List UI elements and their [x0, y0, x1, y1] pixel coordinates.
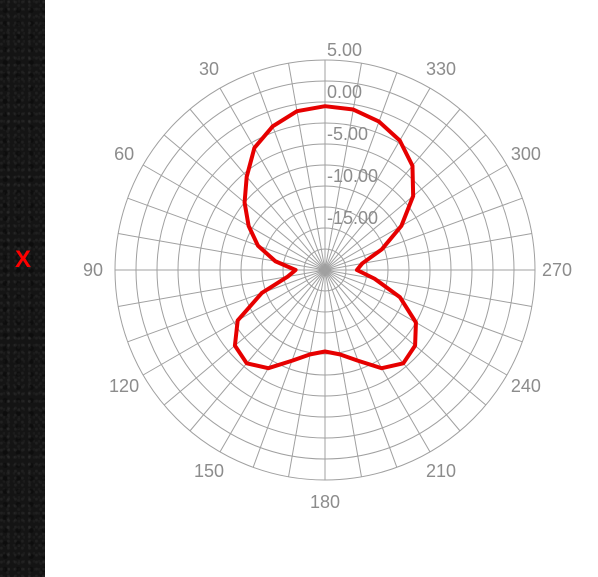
series-point [294, 269, 296, 271]
series-point [247, 225, 249, 227]
series-point [412, 195, 414, 197]
angle-tick-label: 150 [194, 461, 224, 481]
series-point [361, 262, 363, 264]
series-point [381, 367, 383, 369]
series-point [246, 176, 248, 178]
radial-tick-label: 5.00 [327, 40, 362, 60]
angle-tick-label: 60 [114, 144, 134, 164]
series-point [400, 225, 402, 227]
series-point [267, 367, 269, 369]
angle-tick-label: 330 [426, 59, 456, 79]
polar-plot-panel: 30 60 90 120 150 180 210 240 270 300 330 5.00 0.00 -… [45, 0, 598, 577]
angle-tick-label: 210 [426, 461, 456, 481]
series-point [274, 260, 276, 262]
series-point [356, 269, 358, 271]
series-point [287, 275, 289, 277]
series-point [309, 353, 311, 355]
radial-tick-label: -5.00 [327, 124, 368, 144]
radial-tick-label: -10.00 [327, 166, 378, 186]
series-point [378, 120, 380, 122]
angle-tick-label: 300 [511, 144, 541, 164]
angle-tick-label: 270 [542, 260, 572, 280]
series-point [324, 350, 326, 352]
series-point [352, 108, 354, 110]
series-point [415, 321, 417, 323]
x-axis-marker: X [6, 246, 40, 274]
series-point [237, 319, 239, 321]
series-point [296, 110, 298, 112]
series-point [339, 353, 341, 355]
series-point [402, 362, 404, 364]
series-point [399, 139, 401, 141]
angle-tick-label: 30 [199, 59, 219, 79]
radial-tick-label: 0.00 [327, 82, 362, 102]
series-point [243, 201, 245, 203]
polar-chart: 30 60 90 120 150 180 210 240 270 300 330 5.00 0.00 -… [45, 0, 598, 577]
series-point [253, 147, 255, 149]
polar-grid [115, 60, 535, 480]
series-point [272, 125, 274, 127]
series-point [291, 360, 293, 362]
angle-tick-label: 180 [310, 492, 340, 512]
series-point [373, 278, 375, 280]
series-point [411, 165, 413, 167]
series-point [324, 105, 326, 107]
series-point [414, 344, 416, 346]
series-point [257, 244, 259, 246]
angle-tick-label: 240 [511, 376, 541, 396]
series-point [261, 292, 263, 294]
series-point [399, 296, 401, 298]
angle-tick-label: 90 [83, 260, 103, 280]
series-point [234, 344, 236, 346]
angle-tick-label: 120 [109, 376, 139, 396]
series-point [246, 362, 248, 364]
series-point [357, 360, 359, 362]
series-point [381, 248, 383, 250]
radial-tick-label: -15.00 [327, 208, 378, 228]
